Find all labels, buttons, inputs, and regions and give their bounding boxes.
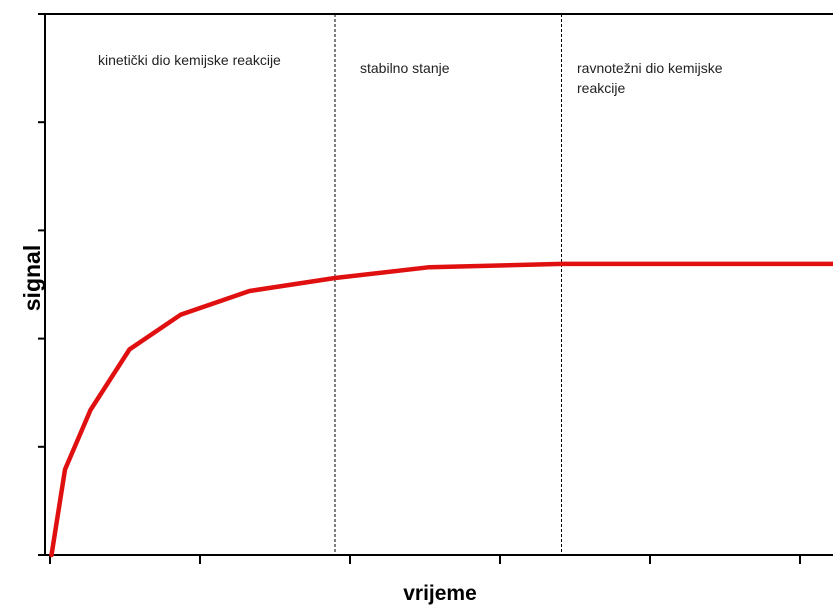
- region-label: ravnotežni dio kemijske reakcije: [577, 60, 723, 96]
- y-axis-label: signal: [19, 245, 45, 311]
- signal-line: [49, 261, 833, 558]
- x-axis-label: vrijeme: [403, 582, 477, 605]
- region-label: kinetički dio kemijske reakcije: [98, 52, 281, 68]
- region-label: stabilno stanje: [360, 60, 450, 76]
